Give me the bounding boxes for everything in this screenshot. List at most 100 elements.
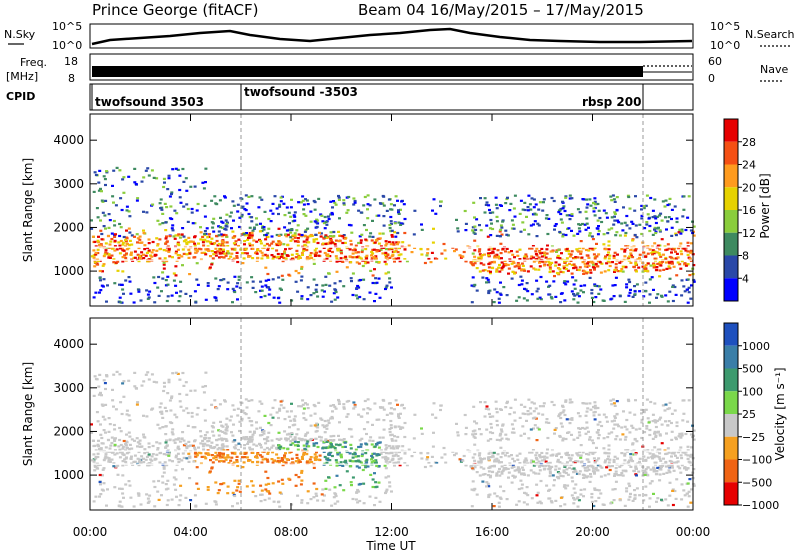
echo-cell xyxy=(338,463,342,467)
echo-cell xyxy=(481,480,485,483)
echo-cell xyxy=(113,439,117,442)
echo-cell xyxy=(225,222,229,225)
echo-cell xyxy=(139,299,143,302)
echo-cell xyxy=(388,227,392,230)
colorbar-swatch xyxy=(724,391,738,414)
echo-cell xyxy=(481,269,485,272)
echo-cell xyxy=(271,257,275,260)
echo-cell xyxy=(366,407,370,410)
echo-cell xyxy=(118,426,122,430)
echo-cell xyxy=(240,252,244,255)
echo-cell xyxy=(545,280,549,283)
echo-cell xyxy=(123,254,127,257)
echo-cell xyxy=(102,467,106,470)
echo-cell xyxy=(147,249,151,252)
echo-cell xyxy=(558,257,562,260)
echo-cell xyxy=(194,301,198,304)
echo-cell xyxy=(644,485,648,488)
echo-cell xyxy=(277,242,281,245)
echo-cell xyxy=(182,235,186,238)
echo-cell xyxy=(196,202,200,206)
echo-cell xyxy=(478,428,481,431)
echo-cell xyxy=(136,445,139,448)
echo-cell xyxy=(305,238,309,241)
echo-cell xyxy=(145,493,149,496)
echo-cell xyxy=(332,292,336,295)
echo-cell xyxy=(121,241,125,244)
echo-cell xyxy=(643,227,647,230)
echo-cell xyxy=(296,258,300,261)
echo-cell xyxy=(495,495,499,498)
echo-cell xyxy=(506,234,510,237)
echo-cell xyxy=(626,449,630,452)
echo-cell xyxy=(631,222,635,225)
echo-cell xyxy=(176,241,180,244)
echo-cell xyxy=(296,494,300,497)
echo-cell xyxy=(658,434,662,437)
echo-cell xyxy=(666,424,670,427)
echo-cell xyxy=(644,264,648,267)
echo-cell xyxy=(511,464,515,467)
echo-cell xyxy=(342,285,346,288)
echo-cell xyxy=(668,494,672,497)
echo-cell xyxy=(155,453,159,456)
echo-cell xyxy=(281,464,285,467)
echo-cell xyxy=(351,249,355,252)
echo-cell xyxy=(617,425,621,428)
echo-cell xyxy=(326,253,330,256)
echo-cell xyxy=(167,454,171,457)
echo-cell xyxy=(316,295,320,298)
echo-cell xyxy=(568,262,571,265)
echo-cell xyxy=(496,453,500,456)
echo-cell xyxy=(321,488,325,491)
echo-cell xyxy=(375,281,379,284)
echo-cell xyxy=(576,412,580,415)
echo-cell xyxy=(165,235,168,238)
echo-cell xyxy=(381,406,385,409)
echo-cell xyxy=(225,241,229,244)
echo-cell xyxy=(189,444,192,447)
echo-cell xyxy=(559,416,563,420)
echo-cell xyxy=(594,264,598,267)
echo-cell xyxy=(172,235,176,238)
echo-cell xyxy=(658,253,662,256)
echo-cell xyxy=(585,222,589,225)
echo-cell xyxy=(282,447,286,450)
echo-cell xyxy=(351,453,355,456)
echo-cell xyxy=(623,454,627,457)
echo-cell xyxy=(264,238,268,241)
echo-cell xyxy=(554,295,558,298)
echo-cell xyxy=(546,448,549,451)
echo-cell xyxy=(170,294,174,297)
noise-left-tick-bottom: 10^0 xyxy=(52,39,82,52)
echo-cell xyxy=(425,254,429,257)
echo-cell xyxy=(170,217,174,221)
echo-cell xyxy=(315,494,319,497)
velocity-ylabel: Slant Range [km] xyxy=(21,362,35,466)
y-tick-label: 1000 xyxy=(53,264,84,278)
echo-cell xyxy=(216,244,220,247)
echo-cell xyxy=(628,207,632,210)
echo-cell xyxy=(605,466,609,469)
echo-cell xyxy=(564,195,568,198)
echo-cell xyxy=(627,278,631,281)
echo-cell xyxy=(92,500,96,503)
echo-cell xyxy=(674,436,678,439)
echo-cell xyxy=(379,406,383,409)
echo-cell xyxy=(252,227,256,230)
echo-cell xyxy=(654,217,658,220)
echo-cell xyxy=(250,399,254,402)
echo-cell xyxy=(142,231,146,235)
echo-cell xyxy=(97,463,100,467)
echo-cell xyxy=(389,419,393,423)
echo-cell xyxy=(233,439,237,442)
echo-cell xyxy=(337,240,341,243)
echo-cell xyxy=(420,253,424,256)
echo-cell xyxy=(658,473,662,476)
echo-cell xyxy=(147,446,151,449)
echo-cell xyxy=(260,285,264,288)
echo-cell xyxy=(342,202,346,205)
echo-cell xyxy=(270,235,274,238)
noise-right-tick-bottom: 10^0 xyxy=(710,39,740,52)
